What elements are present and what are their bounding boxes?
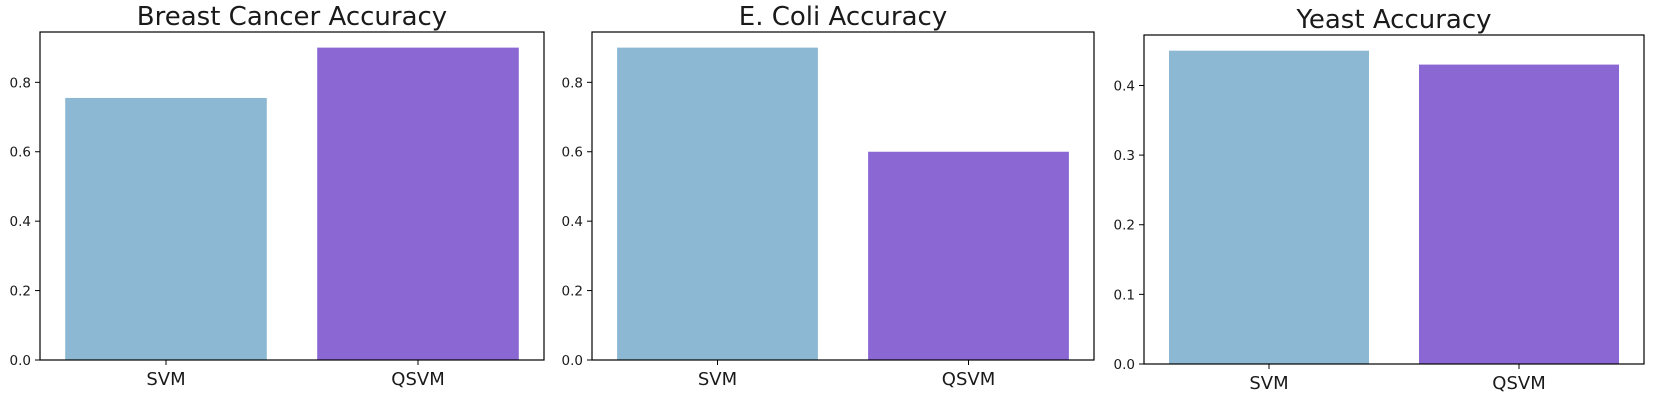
- plot-area: SVM QSVM 0.0 0.2 0.4 0.6 0.8: [562, 31, 1095, 390]
- chart-title: Yeast Accuracy: [1295, 5, 1491, 35]
- y-tick-label: 0.0: [562, 353, 583, 369]
- y-tick-label: 0.0: [1114, 357, 1135, 373]
- y-tick-label: 0.6: [562, 145, 583, 161]
- x-tick-label: SVM: [698, 369, 737, 390]
- y-tick-label: 0.4: [10, 214, 31, 230]
- y-tick-label: 0.2: [562, 284, 583, 300]
- bar-qsvm: [868, 151, 1069, 360]
- bar-qsvm: [1419, 64, 1619, 364]
- y-tick-label: 0.2: [10, 284, 31, 300]
- chart-title: Breast Cancer Accuracy: [137, 2, 447, 32]
- y-tick-label: 0.8: [10, 75, 31, 91]
- x-tick-label: QSVM: [1492, 373, 1545, 394]
- y-tick-label: 0.4: [1114, 78, 1135, 94]
- plot-area: SVM QSVM 0.0 0.1 0.2 0.3 0.4: [1114, 34, 1645, 394]
- y-tick-label: 0.1: [1114, 287, 1135, 303]
- x-tick-label: QSVM: [391, 369, 444, 390]
- bar-svm: [1169, 50, 1369, 365]
- plot-area: SVM QSVM 0.0 0.2 0.4 0.6 0.8: [10, 31, 545, 390]
- bar-svm: [617, 47, 818, 360]
- y-tick-label: 0.8: [562, 75, 583, 91]
- bar-svm: [65, 97, 267, 361]
- x-tick-label: SVM: [146, 369, 185, 390]
- y-tick-label: 0.4: [562, 214, 583, 230]
- bar-qsvm: [317, 47, 519, 360]
- y-tick-label: 0.6: [10, 145, 31, 161]
- y-tick-label: 0.2: [1114, 218, 1135, 234]
- y-tick-label: 0.3: [1114, 148, 1135, 164]
- x-tick-label: SVM: [1249, 373, 1288, 394]
- chart-panel-yeast: Yeast Accuracy SVM QSVM 0.0 0.1 0.2 0.3 0.4: [1114, 5, 1645, 394]
- chart-panel-ecoli: E. Coli Accuracy SVM QSVM 0.0 0.2 0.4 0.6 0.8: [562, 2, 1095, 390]
- axes-frame: [39, 31, 545, 361]
- y-tick-label: 0.0: [10, 353, 31, 369]
- chart-title: E. Coli Accuracy: [739, 2, 947, 32]
- chart-panel-breast-cancer: Breast Cancer Accuracy SVM QSVM 0.0 0.2 0.4 0…: [10, 2, 545, 390]
- axes-frame: [591, 31, 1095, 361]
- axes-frame: [1143, 34, 1645, 365]
- x-tick-label: QSVM: [942, 369, 995, 390]
